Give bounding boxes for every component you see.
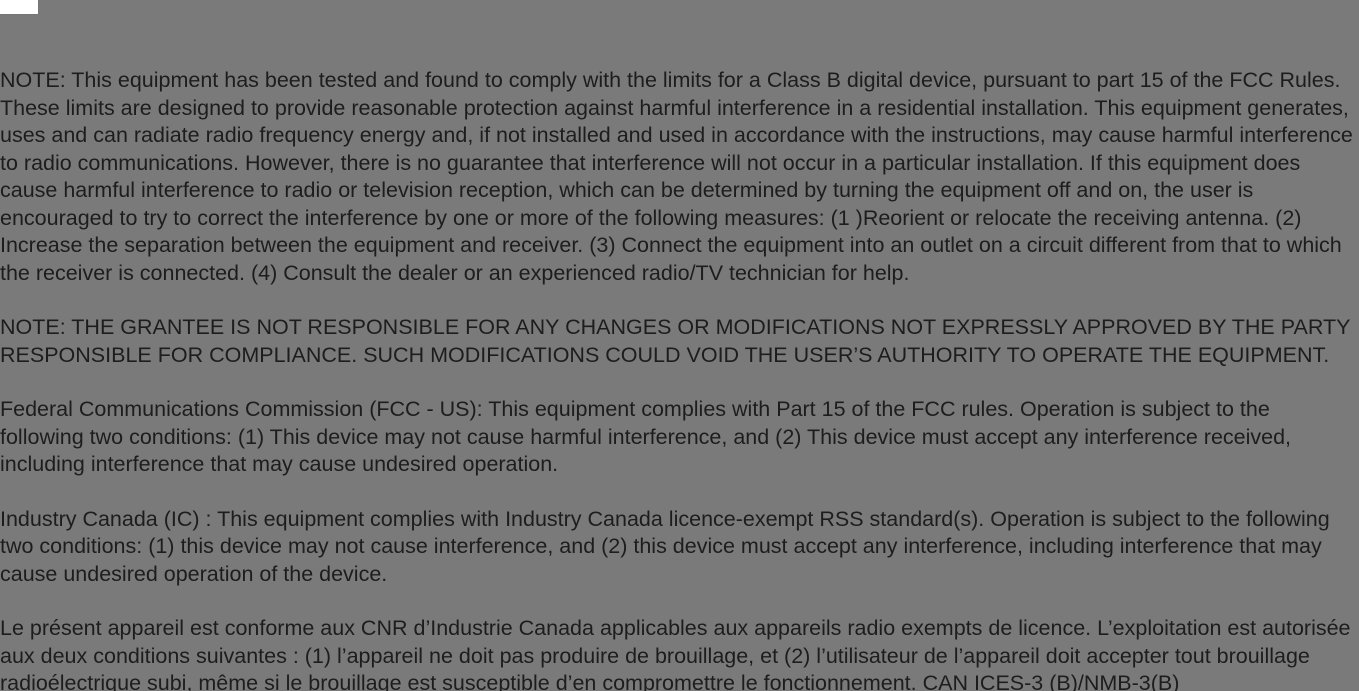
fcc-part15-statement: Federal Communications Commission (FCC -… [0, 396, 1359, 479]
top-left-marker [0, 0, 38, 14]
industry-canada-statement-fr: Le présent appareil est conforme aux CNR… [0, 615, 1359, 691]
fcc-class-b-note: NOTE: This equipment has been tested and… [0, 67, 1359, 287]
grantee-modifications-note: NOTE: THE GRANTEE IS NOT RESPONSIBLE FOR… [0, 314, 1359, 369]
page-background: NOTE: This equipment has been tested and… [0, 0, 1359, 691]
industry-canada-statement-en: Industry Canada (IC) : This equipment co… [0, 506, 1359, 589]
document-content: NOTE: This equipment has been tested and… [0, 0, 1359, 691]
